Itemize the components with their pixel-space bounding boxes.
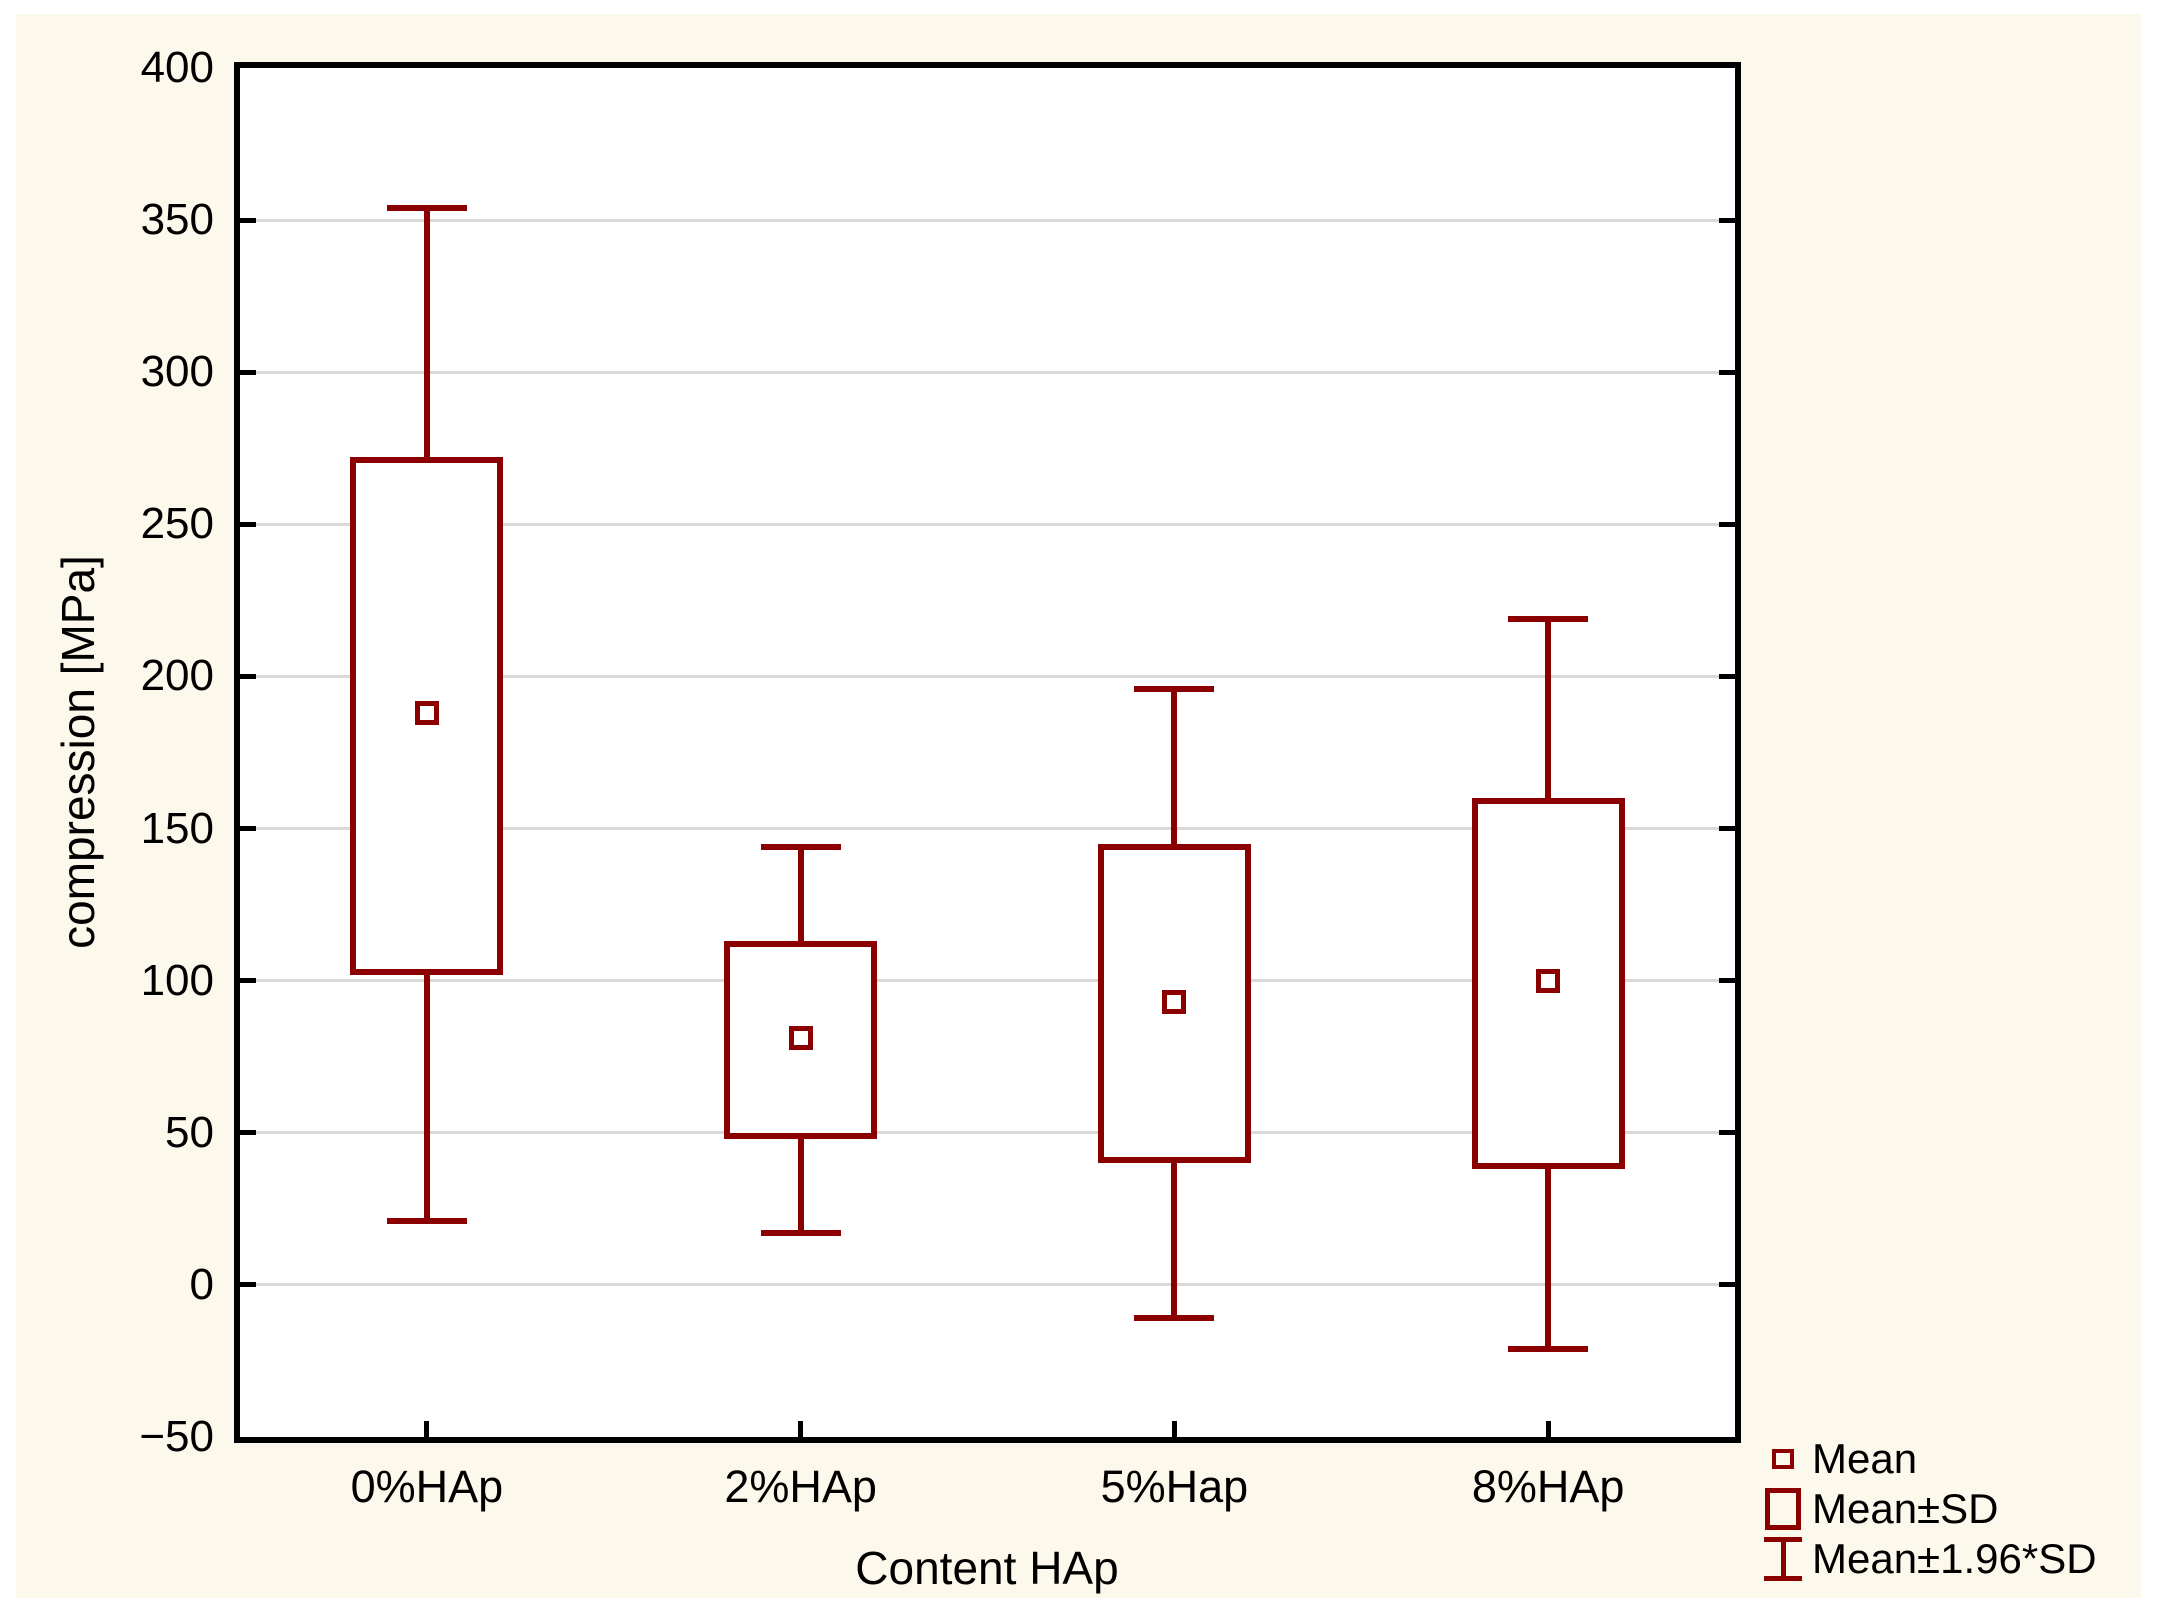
y-axis-tick	[1719, 217, 1735, 223]
legend-row-mean: Mean	[1754, 1434, 2097, 1484]
y-axis-tick	[240, 217, 256, 223]
y-tick-label: 0	[189, 1259, 214, 1309]
x-tick-label: 2%HAp	[724, 1461, 877, 1512]
legend-label-mean-196sd: Mean±1.96*SD	[1812, 1535, 2097, 1582]
gridline	[240, 370, 1735, 374]
gridline	[240, 827, 1735, 831]
gridline	[240, 1283, 1735, 1287]
mean-marker	[414, 700, 439, 725]
y-axis-tick	[240, 978, 256, 984]
x-tick-label: 8%HAp	[1471, 1461, 1625, 1512]
legend-label-mean-sd: Mean±SD	[1812, 1485, 1999, 1532]
mean-marker-icon	[1772, 1449, 1794, 1469]
whisker-cap-top	[1134, 685, 1215, 692]
y-axis-tick	[1719, 1130, 1735, 1136]
chart-panel: 400 350 300 250 200 150 100 50 0 −50 0%HAp 2%HAp 5%…	[16, 14, 2141, 1598]
y-axis-tick	[240, 826, 256, 832]
y-axis-tick	[1719, 1282, 1735, 1288]
x-axis-tick	[798, 1421, 804, 1437]
gridline	[240, 218, 1735, 222]
legend-label-mean: Mean	[1812, 1435, 1918, 1482]
box-rect	[350, 457, 504, 975]
whisker-cap-top	[386, 204, 467, 211]
whisker-marker-icon	[1764, 1537, 1802, 1581]
y-axis-tick	[240, 521, 256, 527]
legend: Mean Mean±SD Mean±1.96*SD	[1754, 1434, 2097, 1584]
whisker-cap-bottom	[760, 1230, 841, 1237]
x-axis-tick	[424, 1421, 430, 1437]
y-tick-label: 400	[140, 43, 214, 92]
y-tick-label: 350	[140, 195, 214, 245]
gridline	[240, 979, 1735, 983]
gridline	[240, 1131, 1735, 1135]
whisker-cap-top	[760, 843, 841, 850]
y-axis-tick	[240, 1282, 256, 1288]
mean-marker	[788, 1026, 813, 1051]
y-axis-title: compression [MPa]	[52, 555, 104, 949]
gridline	[240, 522, 1735, 526]
y-tick-label: 150	[140, 803, 214, 853]
legend-row-mean-196sd: Mean±1.96*SD	[1754, 1534, 2097, 1584]
whisker-cap-top	[1508, 615, 1589, 622]
y-tick-label: 300	[140, 347, 214, 397]
y-axis-tick	[240, 1130, 256, 1136]
y-tick-label: 200	[140, 651, 214, 701]
y-axis-tick	[240, 673, 256, 679]
y-tick-label: −50	[139, 1412, 214, 1461]
x-tick-label: 5%Hap	[1100, 1461, 1249, 1512]
whisker-cap-bottom	[1508, 1345, 1589, 1352]
y-axis-tick	[1719, 521, 1735, 527]
y-axis-tick	[1719, 369, 1735, 375]
whisker-cap-bottom	[1134, 1315, 1215, 1322]
plot-area	[234, 62, 1741, 1443]
whisker-cap-bottom	[386, 1218, 467, 1224]
x-tick-label: 0%HAp	[350, 1461, 504, 1512]
mean-marker	[1536, 968, 1561, 993]
y-axis-tick	[240, 369, 256, 375]
x-axis-tick	[1545, 1421, 1551, 1437]
y-tick-label: 250	[140, 499, 214, 549]
gridline	[240, 674, 1735, 678]
y-axis-tick	[1719, 673, 1735, 679]
mean-marker	[1162, 989, 1187, 1014]
y-axis-tick	[1719, 826, 1735, 832]
y-axis-tick	[1719, 978, 1735, 984]
x-axis-tick	[1171, 1421, 1177, 1437]
box-marker-icon	[1765, 1488, 1801, 1530]
legend-row-mean-sd: Mean±SD	[1754, 1484, 2097, 1534]
x-axis-title: Content HAp	[855, 1542, 1119, 1594]
y-tick-label: 50	[165, 1107, 214, 1157]
y-tick-label: 100	[140, 955, 214, 1005]
